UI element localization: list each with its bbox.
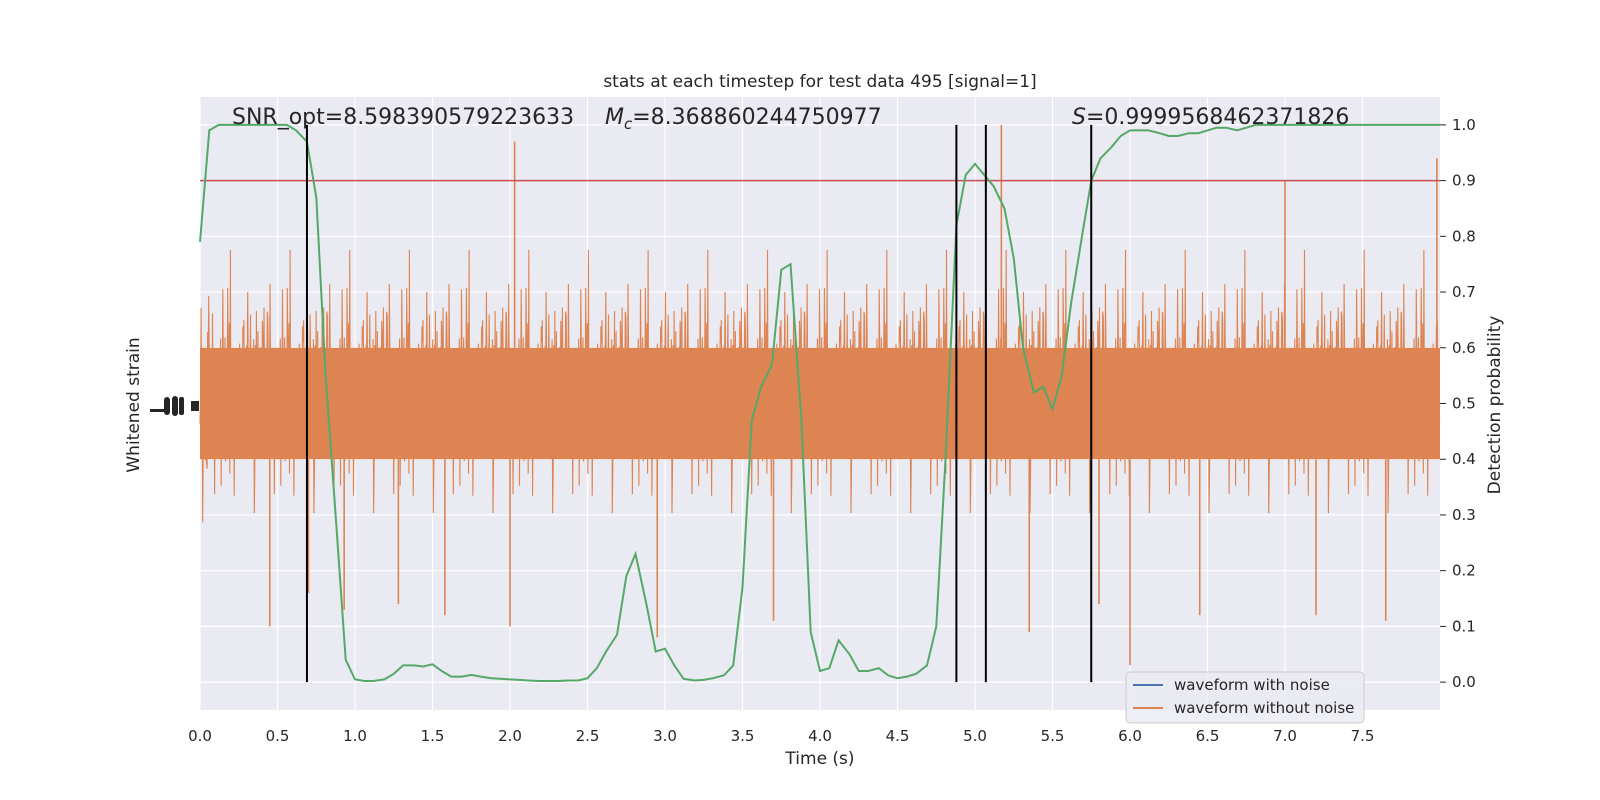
y-right-tick-label: 0.8: [1452, 227, 1476, 245]
vertical-markers: [305, 124, 1093, 683]
y-right-axis-label: Detection probability: [1485, 316, 1505, 495]
x-tick-label: 5.5: [1041, 727, 1065, 745]
x-tick-label: 3.0: [653, 727, 677, 745]
y-right-tick-label: 0.7: [1452, 283, 1476, 301]
x-tick-label: 6.5: [1196, 727, 1220, 745]
x-axis-ticks: 0.0 0.5 1.0 1.5 2.0 2.5 3.0 3.5 4.0 4.5 5.0 5.5 6.0 6…: [188, 727, 1374, 745]
x-tick-label: 0.0: [188, 727, 212, 745]
detection-probability-series: [199, 123, 1440, 682]
chirp-mass-subscript: c: [624, 115, 633, 133]
legend-label-without-noise: waveform without noise: [1174, 699, 1354, 717]
x-tick-label: 0.5: [266, 727, 290, 745]
x-axis-label: Time (s): [784, 749, 854, 769]
chart-title: stats at each timestep for test data 495…: [603, 72, 1036, 92]
x-tick-label: 2.0: [498, 727, 522, 745]
x-tick-label: 1.0: [343, 727, 367, 745]
y-right-tick-label: 0.5: [1452, 395, 1476, 413]
snr-annotation: SNR_opt=8.598390579223633: [232, 105, 574, 130]
y-right-axis-ticks: 0.0 0.1 0.2 0.3 0.4 0.5 0.6 0.7 0.8 0.9 1.0: [1440, 116, 1476, 691]
x-tick-label: 3.5: [731, 727, 755, 745]
snr-statistic-annotation: S=0.9999568462371826: [1072, 105, 1349, 130]
y-right-tick-label: 0.3: [1452, 506, 1476, 524]
x-tick-label: 2.5: [576, 727, 600, 745]
x-tick-label: 7.0: [1273, 727, 1297, 745]
x-tick-label: 4.5: [886, 727, 910, 745]
x-tick-label: 5.0: [963, 727, 987, 745]
x-tick-label: 1.5: [421, 727, 445, 745]
chirp-mass-value: =8.368860244750977: [632, 105, 881, 130]
chirp-mass-annotation: Mc=8.368860244750977: [605, 105, 882, 133]
legend: waveform with noise waveform without noi…: [1125, 671, 1365, 724]
legend-label-with-noise: waveform with noise: [1174, 676, 1330, 694]
y-right-tick-label: 0.0: [1452, 673, 1476, 691]
y-right-tick-label: 0.1: [1452, 617, 1476, 635]
detection-probability-line: [199, 123, 1440, 682]
noise-waveform: [199, 124, 1441, 666]
s-symbol: S: [1072, 105, 1086, 130]
x-tick-label: 6.0: [1118, 727, 1142, 745]
y-right-tick-label: 0.9: [1452, 172, 1476, 190]
s-value: =0.9999568462371826: [1086, 105, 1349, 130]
x-tick-label: 7.5: [1351, 727, 1375, 745]
y-right-tick-label: 0.2: [1452, 562, 1476, 580]
noise-core-band: [200, 347, 1440, 460]
y-right-tick-label: 0.6: [1452, 339, 1476, 357]
left-axis-tick-cluster: [150, 396, 199, 416]
y-right-tick-label: 0.4: [1452, 450, 1476, 468]
y-left-axis-label: Whitened strain: [124, 337, 144, 472]
y-right-tick-label: 1.0: [1452, 116, 1476, 134]
chirp-mass-symbol: M: [605, 105, 624, 130]
x-tick-label: 4.0: [808, 727, 832, 745]
legend-box: [1125, 671, 1365, 724]
